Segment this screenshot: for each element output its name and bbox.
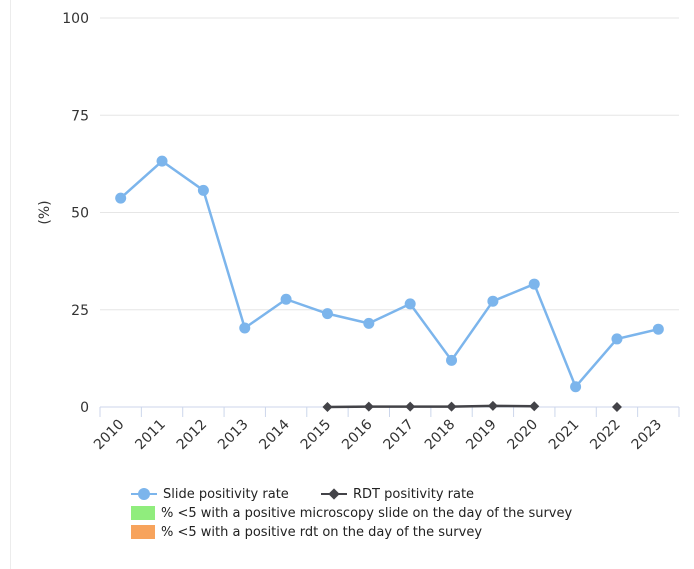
y-axis-title: (%)	[37, 200, 53, 224]
x-tick-label: 2020	[505, 417, 542, 454]
data-point-circle[interactable]	[487, 295, 499, 307]
x-tick-label: 2013	[215, 417, 252, 454]
x-tick-label: 2022	[587, 417, 624, 454]
legend-label-rdt-under5: % <5 with a positive rdt on the day of t…	[161, 524, 483, 540]
data-point-circle[interactable]	[197, 184, 209, 196]
legend-item-rdt-under5[interactable]: % <5 with a positive rdt on the day of t…	[131, 523, 482, 541]
legend-orange-square-icon	[131, 525, 155, 539]
data-point-circle[interactable]	[280, 293, 292, 305]
legend-green-square-icon	[131, 506, 155, 520]
data-point-diamond[interactable]	[363, 401, 374, 412]
data-point-diamond[interactable]	[405, 401, 416, 412]
data-point-circle[interactable]	[570, 381, 582, 393]
data-point-circle[interactable]	[404, 298, 416, 310]
data-point-circle[interactable]	[528, 278, 540, 290]
y-tick-label: 25	[71, 303, 89, 319]
y-tick-label: 75	[71, 108, 89, 124]
x-tick-label: 2012	[174, 417, 211, 454]
legend-diamond-icon	[321, 487, 347, 501]
data-point-diamond[interactable]	[611, 402, 622, 412]
x-tick-label: 2017	[380, 417, 417, 454]
x-tick-label: 2015	[298, 417, 335, 454]
data-point-circle[interactable]	[156, 155, 168, 167]
data-point-circle[interactable]	[115, 192, 127, 204]
data-point-diamond[interactable]	[322, 402, 333, 412]
legend-item-slide[interactable]: Slide positivity rate	[131, 485, 289, 503]
data-point-diamond[interactable]	[529, 401, 540, 412]
y-tick-label: 0	[80, 400, 89, 416]
data-point-diamond[interactable]	[487, 400, 498, 411]
data-point-diamond[interactable]	[446, 401, 457, 412]
series-line-1	[327, 404, 535, 409]
legend-label-rdt: RDT positivity rate	[353, 486, 475, 502]
data-point-circle[interactable]	[652, 323, 664, 335]
y-tick-label: 100	[62, 11, 89, 27]
legend-item-microscopy[interactable]: % <5 with a positive microscopy slide on…	[131, 504, 572, 522]
data-point-circle[interactable]	[611, 333, 623, 345]
legend-item-rdt[interactable]: RDT positivity rate	[321, 485, 474, 503]
x-tick-label: 2016	[339, 416, 376, 453]
legend-circle-icon	[131, 487, 157, 501]
chart-container: 0 25 50 75 100 (%) 2010 2011 2012 2013 2014 2015 201…	[10, 0, 694, 569]
data-point-circle[interactable]	[363, 317, 375, 329]
y-tick-label: 50	[71, 206, 89, 222]
x-tick-label: 2021	[546, 417, 583, 454]
data-point-circle[interactable]	[321, 308, 333, 320]
x-tick-label: 2019	[463, 417, 500, 454]
x-tick-label: 2011	[132, 417, 169, 454]
legend-label-microscopy: % <5 with a positive microscopy slide on…	[161, 505, 573, 521]
legend-label-slide: Slide positivity rate	[163, 486, 289, 502]
x-tick-label: 2014	[256, 416, 293, 453]
data-point-circle[interactable]	[239, 322, 251, 334]
x-tick-label: 2010	[91, 417, 128, 454]
x-tick-label: 2018	[422, 417, 459, 454]
data-point-circle[interactable]	[446, 354, 458, 366]
series-line-0	[119, 159, 659, 389]
x-tick-label: 2023	[629, 417, 666, 454]
